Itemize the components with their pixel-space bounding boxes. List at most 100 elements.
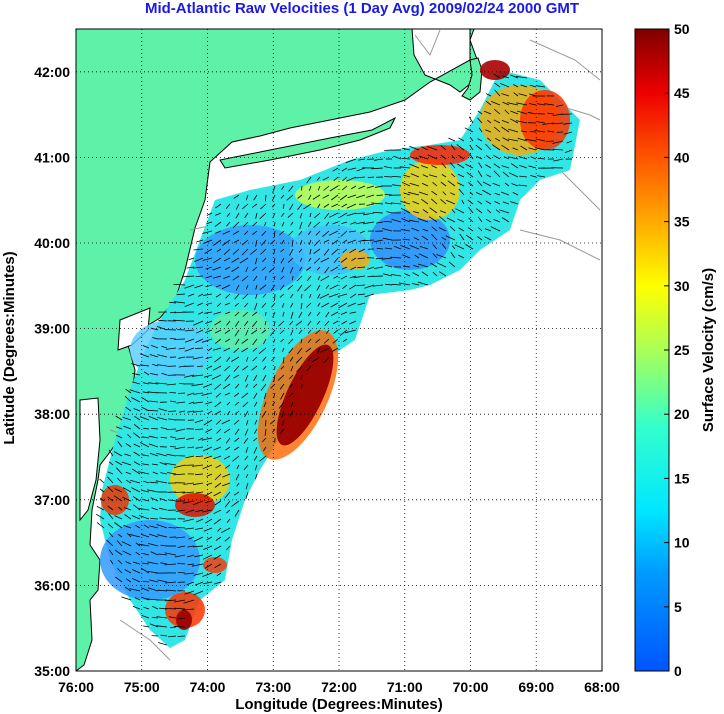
velocity-vector (459, 233, 465, 241)
velocity-vector (417, 281, 429, 286)
velocity-vector (174, 464, 186, 468)
velocity-vector (160, 436, 168, 439)
velocity-vector (528, 103, 537, 106)
velocity-vector (225, 203, 231, 210)
velocity-vector (419, 245, 429, 250)
velocity-vector (152, 471, 159, 475)
velocity-vector (299, 212, 303, 219)
velocity-vector (135, 551, 141, 556)
velocity-vector (417, 263, 429, 268)
velocity-vector (413, 265, 420, 268)
velocity-vector (245, 473, 249, 478)
velocity-vector (478, 127, 483, 133)
velocity-vector (192, 410, 204, 413)
velocity-vector (308, 257, 312, 262)
velocity-vector (244, 320, 249, 327)
velocity-vector (192, 266, 204, 269)
velocity-vector (339, 329, 348, 336)
velocity-vector (156, 452, 168, 457)
velocity-vector (457, 173, 465, 178)
velocity-vector (417, 218, 429, 223)
velocity-vector (141, 596, 150, 601)
velocity-vector (192, 500, 204, 506)
velocity-vector (316, 311, 321, 317)
velocity-vector (205, 401, 213, 405)
velocity-vector (262, 257, 267, 263)
velocity-vector (536, 121, 546, 124)
velocity-vector (226, 410, 231, 416)
velocity-vector (374, 158, 384, 161)
velocity-vector (447, 180, 456, 187)
x-tick-label: 73:00 (255, 679, 291, 695)
velocity-vector (129, 533, 141, 538)
velocity-vector (186, 266, 195, 269)
map-title: Mid-Atlantic Raw Velocities (1 Day Avg) … (144, 0, 580, 17)
velocity-vector (535, 138, 546, 142)
velocity-vector (502, 75, 510, 79)
velocity-vector (203, 374, 213, 378)
velocity-vector (451, 154, 456, 160)
velocity-vector (331, 347, 339, 353)
velocity-vector (204, 563, 213, 569)
velocity-vector (469, 153, 474, 160)
velocity-vector (253, 401, 258, 407)
velocity-vector (193, 536, 204, 542)
velocity-vector (329, 284, 339, 290)
velocity-vector (296, 347, 303, 355)
velocity-vector (173, 319, 186, 322)
velocity-vector (314, 212, 321, 219)
velocity-vector (450, 144, 456, 151)
velocity-vector (253, 446, 258, 454)
velocity-vector (468, 206, 474, 214)
velocity-vector (270, 239, 276, 245)
velocity-vector (316, 320, 321, 325)
velocity-vector (333, 329, 339, 334)
velocity-vector (176, 526, 186, 529)
velocity-vector (156, 616, 168, 619)
velocity-vector (234, 320, 240, 327)
velocity-vector (231, 266, 240, 272)
velocity-vector (141, 463, 150, 466)
velocity-vector (121, 596, 132, 601)
velocity-vector (233, 392, 240, 397)
velocity-vector (177, 617, 186, 620)
velocity-vector (401, 218, 411, 223)
velocity-vector (504, 182, 510, 187)
velocity-vector (306, 275, 312, 282)
velocity-vector (290, 221, 294, 226)
velocity-vector (244, 410, 249, 418)
velocity-vector (323, 248, 330, 256)
velocity-vector (123, 425, 132, 430)
velocity-vector (511, 183, 519, 187)
velocity-vector (382, 237, 393, 241)
velocity-vector (214, 320, 222, 326)
velocity-vector (253, 383, 258, 388)
velocity-vector (192, 401, 204, 404)
velocity-vector (346, 176, 357, 182)
velocity-vector (188, 401, 195, 405)
velocity-vector (133, 443, 141, 448)
velocity-vector (288, 392, 294, 398)
velocity-vector (159, 517, 168, 520)
velocity-vector (537, 175, 546, 178)
velocity-vector (322, 176, 330, 181)
velocity-vector (448, 137, 456, 142)
velocity-vector (280, 194, 285, 199)
velocity-vector (431, 226, 438, 232)
velocity-vector (236, 482, 240, 487)
velocity-vector (273, 248, 276, 255)
x-tick-label: 69:00 (518, 679, 554, 695)
velocity-vector (307, 338, 312, 344)
velocity-vector (115, 415, 123, 421)
velocity-vector (201, 437, 213, 441)
velocity-vector (280, 338, 285, 343)
velocity-vector (114, 549, 123, 556)
velocity-vector (332, 167, 339, 172)
velocity-vector (158, 319, 168, 322)
velocity-vector (213, 554, 222, 560)
velocity-vector (477, 236, 483, 241)
velocity-vector (183, 518, 195, 522)
colorbar-tick-label: 35 (674, 214, 690, 230)
velocity-vector (221, 419, 231, 425)
